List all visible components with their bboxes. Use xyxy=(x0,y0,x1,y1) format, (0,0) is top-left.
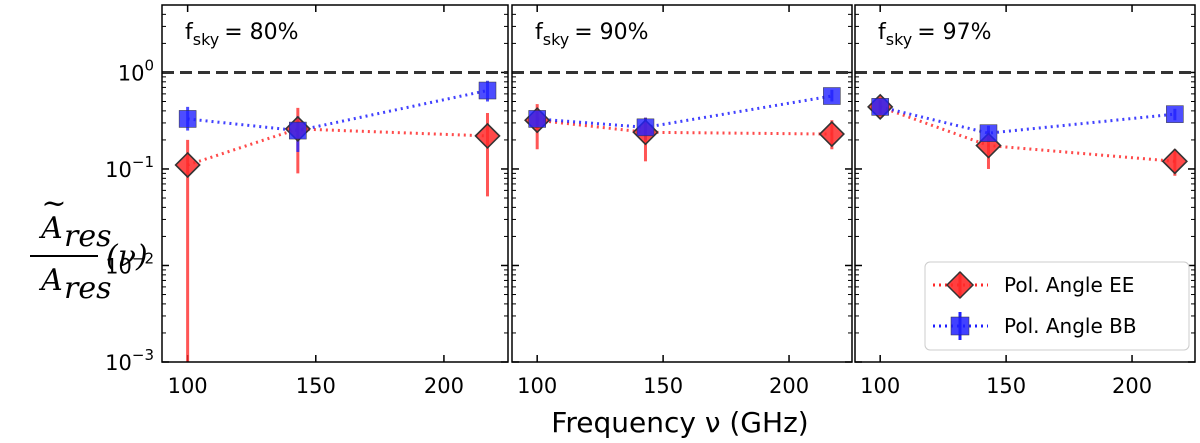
y-label-numerator-letter: A xyxy=(38,211,63,246)
panel-2: 100 150 200 fsky = 90% xyxy=(511,4,853,398)
y-label-suffix: (ν) xyxy=(106,239,148,274)
legend-marker-ee xyxy=(945,270,975,300)
legend-box xyxy=(924,261,1190,351)
x-tick-label: 100 xyxy=(168,374,208,398)
y-tick-label: 10−2 xyxy=(105,249,154,278)
y-label-denominator-letter: A xyxy=(38,263,63,298)
panel-frame xyxy=(854,4,1196,363)
panel-label: fsky = 97% xyxy=(878,20,992,49)
x-tick-label: 150 xyxy=(986,374,1026,398)
y-tick-label: 10−1 xyxy=(105,153,154,182)
series-line-bb xyxy=(187,89,488,133)
y-axis-label: A ~ res A res (ν) xyxy=(30,186,148,306)
legend-label-ee: Pol. Angle EE xyxy=(1004,273,1134,297)
panel-frame xyxy=(161,4,509,363)
data-point-bb xyxy=(636,118,655,137)
series-line-ee xyxy=(879,105,1175,163)
data-point-bb xyxy=(289,121,307,140)
panel-label: fsky = 80% xyxy=(185,20,299,49)
data-point-bb xyxy=(478,81,497,100)
y-axis-ticks: 100 10−1 10−2 10−3 xyxy=(105,56,154,375)
panel-label: fsky = 90% xyxy=(535,20,649,49)
series-line-bb xyxy=(879,105,1176,135)
x-tick-label: 150 xyxy=(296,374,336,398)
data-point-bb xyxy=(178,110,197,128)
x-tick-label: 200 xyxy=(1112,374,1152,398)
y-label-tilde: ~ xyxy=(41,186,66,221)
y-tick-label: 100 xyxy=(118,56,154,85)
legend-label-bb: Pol. Angle BB xyxy=(1004,314,1137,338)
panel-frame xyxy=(511,4,853,363)
data-point-bb xyxy=(1166,105,1184,123)
x-axis-title: Frequency ν (GHz) xyxy=(551,406,808,439)
x-tick-label: 100 xyxy=(860,374,900,398)
series-line-bb xyxy=(537,94,833,129)
legend: Pol. Angle EE Pol. Angle BB xyxy=(924,261,1190,351)
data-point-ee xyxy=(818,120,845,148)
panel-1: 100 150 200 fsky = 80% xyxy=(161,4,509,398)
series-line-ee xyxy=(537,118,832,136)
data-point-ee xyxy=(474,122,501,150)
panel-3: 100 150 200 fsky = 97% xyxy=(854,4,1196,398)
legend-entry-ee: Pol. Angle EE xyxy=(933,270,1134,300)
x-tick-label: 200 xyxy=(424,374,464,398)
y-label-denominator-subscript: res xyxy=(64,271,112,306)
data-point-bb xyxy=(823,87,841,105)
data-point-bb xyxy=(871,98,889,116)
data-point-bb xyxy=(979,124,998,142)
data-point-bb xyxy=(528,110,546,128)
x-tick-label: 150 xyxy=(643,374,683,398)
x-tick-label: 100 xyxy=(517,374,557,398)
legend-marker-bb xyxy=(950,316,970,336)
data-point-ee xyxy=(1161,148,1188,175)
x-tick-label: 200 xyxy=(769,374,809,398)
y-tick-label: 10−3 xyxy=(105,346,154,375)
data-point-ee xyxy=(174,151,201,179)
legend-entry-bb: Pol. Angle BB xyxy=(933,312,1137,340)
series-line-ee xyxy=(187,127,488,167)
y-label-numerator-subscript: res xyxy=(64,219,112,254)
